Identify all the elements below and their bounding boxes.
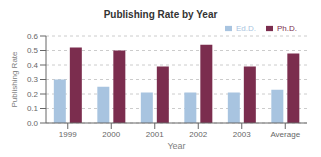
svg-text:2000: 2000 — [102, 130, 120, 139]
svg-text:2003: 2003 — [233, 130, 251, 139]
html-text:Ph.D.: Ph.D. — [277, 24, 297, 33]
svg-text:0.5: 0.5 — [27, 46, 39, 55]
svg-text:Publishing Rate: Publishing Rate — [10, 51, 19, 108]
svg-text:0.1: 0.1 — [27, 104, 39, 113]
svg-text:0.0: 0.0 — [27, 119, 39, 128]
svg-text:Average: Average — [270, 130, 300, 139]
html-text:Publishing Rate by Year: Publishing Rate by Year — [103, 9, 218, 20]
svg-text:0.6: 0.6 — [27, 32, 39, 41]
svg-text:2002: 2002 — [189, 130, 207, 139]
svg-text:0.3: 0.3 — [27, 75, 39, 84]
html-text:Ed.D.: Ed.D. — [236, 24, 256, 33]
svg-text:2001: 2001 — [146, 130, 164, 139]
svg-text:Year: Year — [167, 141, 185, 149]
svg-text:0.4: 0.4 — [27, 61, 39, 70]
svg-text:1999: 1999 — [59, 130, 77, 139]
svg-text:0.2: 0.2 — [27, 90, 39, 99]
